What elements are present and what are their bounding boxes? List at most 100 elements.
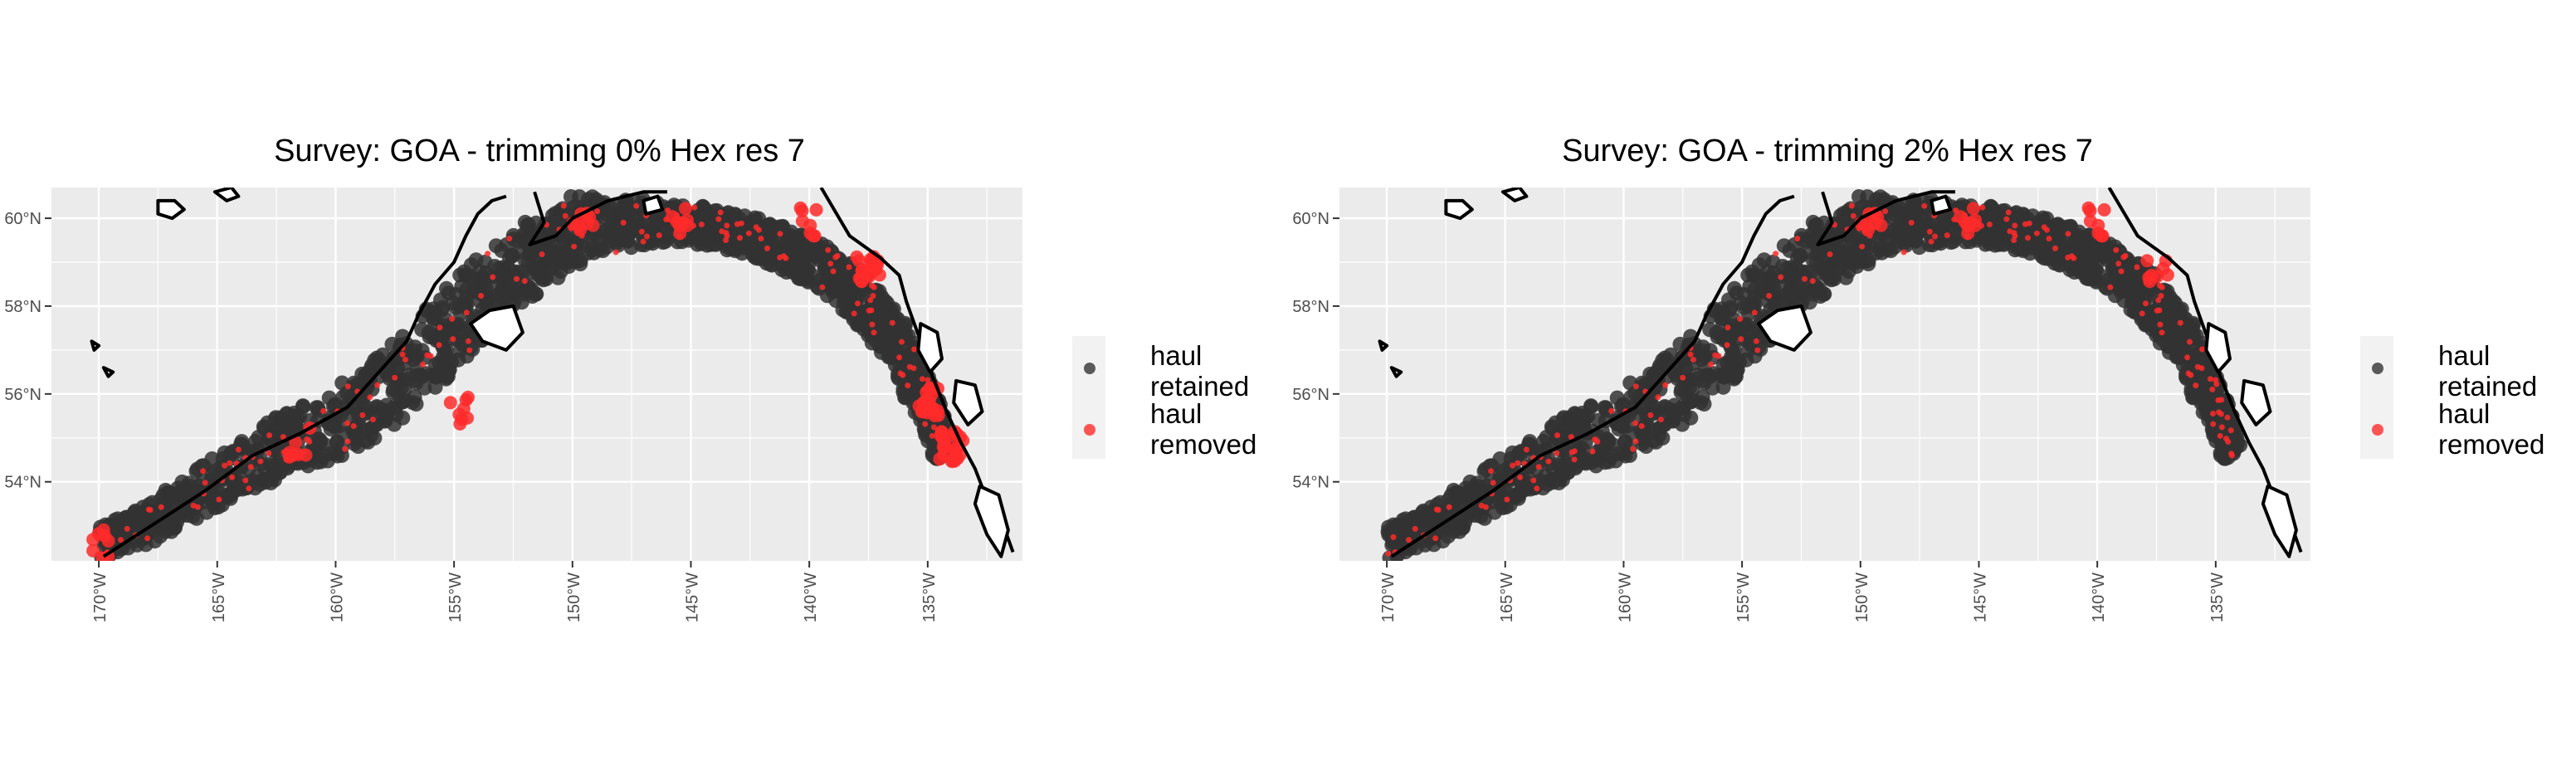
- legend-key-removed: [2372, 424, 2383, 436]
- x-tick-label: 140°W: [802, 572, 820, 622]
- haul-point: [517, 286, 533, 302]
- removed-haul-cluster: [850, 250, 864, 264]
- haul-point: [572, 189, 588, 205]
- removed-haul-point: [1554, 432, 1560, 439]
- removed-haul-point: [929, 432, 935, 439]
- haul-point: [256, 419, 271, 435]
- legend-background: [1072, 336, 1105, 459]
- haul-point: [439, 280, 454, 296]
- haul-point: [1746, 300, 1762, 315]
- haul-point: [1647, 372, 1663, 387]
- removed-haul-point: [1446, 504, 1452, 510]
- removed-haul-point: [1986, 222, 1993, 227]
- removed-haul-point: [1751, 309, 1758, 316]
- removed-haul-point: [478, 293, 485, 299]
- removed-haul-point: [871, 329, 877, 336]
- island-outline: [1930, 194, 1953, 216]
- haul-point: [316, 449, 332, 464]
- haul-point: [1510, 486, 1526, 502]
- haul-point: [661, 230, 676, 246]
- haul-point: [458, 300, 474, 315]
- x-tick-label: 160°W: [328, 572, 346, 622]
- y-tick-label: 56°N: [4, 386, 41, 404]
- removed-haul-point: [144, 535, 151, 542]
- removed-haul-point: [449, 315, 456, 322]
- haul-point: [790, 263, 806, 279]
- haul-point: [427, 304, 442, 320]
- removed-haul-point: [2210, 411, 2216, 417]
- removed-haul-point: [2115, 261, 2122, 267]
- removed-haul-point: [2052, 245, 2058, 251]
- haul-point: [2171, 309, 2187, 324]
- removed-haul-point: [738, 220, 744, 227]
- legend-label-retained: haul retained: [1150, 340, 1249, 402]
- removed-haul-point: [900, 372, 906, 378]
- haul-point: [204, 451, 220, 466]
- removed-haul-point: [1510, 462, 1516, 469]
- haul-point: [436, 353, 451, 368]
- removed-haul-point: [2225, 439, 2232, 445]
- removed-haul-cluster: [2160, 268, 2174, 282]
- haul-point: [1727, 280, 1742, 296]
- removed-haul-point: [2215, 397, 2222, 403]
- removed-haul-point: [2046, 236, 2052, 241]
- haul-point: [1724, 353, 1739, 368]
- removed-haul-point: [2012, 222, 2018, 229]
- legend-key-retained: [2372, 363, 2383, 374]
- removed-haul-point: [2199, 346, 2205, 353]
- removed-haul-cluster: [459, 393, 473, 407]
- haul-point: [2066, 265, 2082, 280]
- haul-point: [211, 499, 227, 514]
- x-tick-label: 165°W: [1498, 572, 1516, 622]
- removed-haul-cluster: [96, 523, 110, 537]
- haul-point: [2194, 393, 2210, 409]
- haul-point: [754, 248, 769, 264]
- haul-point: [222, 486, 238, 502]
- removed-haul-point: [925, 377, 931, 383]
- haul-point: [1728, 368, 1744, 384]
- x-tick-label: 165°W: [210, 572, 228, 622]
- removed-haul-point: [905, 382, 911, 389]
- removed-haul-point: [1802, 275, 1808, 282]
- x-tick-label: 150°W: [1853, 572, 1871, 622]
- haul-point: [614, 231, 629, 246]
- haul-point: [394, 373, 410, 388]
- coastline: [1378, 188, 2303, 558]
- removed-haul-point: [2188, 372, 2194, 378]
- haul-point: [468, 252, 484, 268]
- removed-haul-point: [2207, 376, 2213, 382]
- legend-background: [2360, 336, 2393, 459]
- haul-point: [505, 247, 520, 263]
- haul-point: [2222, 417, 2238, 433]
- haul-point: [727, 207, 743, 223]
- y-tick-label: 60°N: [1292, 210, 1329, 228]
- removed-haul-cluster: [2095, 229, 2109, 243]
- removed-haul-point: [594, 208, 601, 215]
- legend-label-removed: haul removed: [2438, 398, 2544, 460]
- haul-point: [883, 327, 899, 343]
- haul-point: [272, 465, 288, 480]
- removed-haul-point: [1737, 315, 1744, 322]
- haul-point: [2216, 450, 2232, 465]
- haul-point: [542, 250, 557, 266]
- removed-haul-point: [644, 233, 650, 240]
- removed-haul-point: [1809, 278, 1816, 285]
- removed-haul-point: [866, 307, 872, 314]
- removed-haul-cluster: [1861, 223, 1875, 237]
- x-tick-label: 155°W: [446, 572, 465, 622]
- removed-haul-point: [246, 485, 252, 492]
- haul-point: [1738, 317, 1754, 333]
- map-plot: 170°W 165°W 160°W 155°W 150°W 145°W 140°W 135°W…: [4, 188, 1022, 622]
- haul-point: [199, 504, 214, 520]
- removed-haul-point: [1478, 502, 1485, 509]
- removed-haul-point: [1738, 336, 1744, 343]
- removed-haul-point: [1632, 438, 1639, 445]
- removed-haul-point: [118, 537, 124, 543]
- removed-haul-point: [1515, 460, 1521, 466]
- removed-haul-cluster: [949, 446, 963, 460]
- removed-haul-point: [1850, 212, 1856, 219]
- removed-haul-point: [698, 222, 705, 227]
- removed-haul-point: [1794, 236, 1801, 242]
- coastline-segment: [1816, 190, 1955, 246]
- removed-haul-point: [1534, 485, 1540, 492]
